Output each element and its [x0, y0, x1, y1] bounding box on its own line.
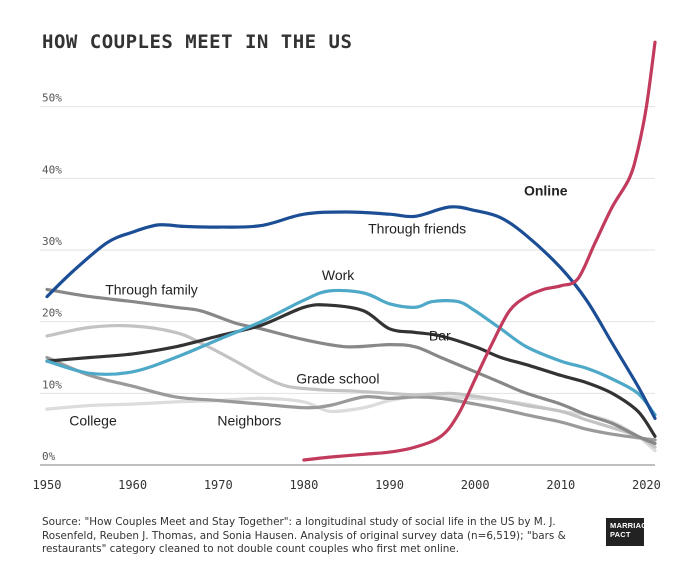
x-tick-label: 2010 [546, 478, 575, 492]
grid-lines [40, 106, 655, 466]
x-tick-label: 2020 [632, 478, 661, 492]
y-tick-label: 30% [42, 235, 62, 248]
y-tick-label: 10% [42, 378, 62, 391]
series-label-online: Online [524, 183, 568, 199]
x-tick-label: 1960 [118, 478, 147, 492]
series-label-neighbors: Neighbors [217, 413, 281, 429]
series-label-college: College [69, 413, 117, 429]
series-line-bar [45, 303, 657, 438]
series-line-work [45, 288, 657, 417]
marriage-pact-logo: MARRIAGE PACT [606, 518, 652, 546]
x-tick-label: 1970 [204, 478, 233, 492]
series-line-through-family [45, 287, 657, 446]
series-label-through-family: Through family [105, 281, 198, 297]
source-note: Source: "How Couples Meet and Stay Toget… [42, 516, 566, 555]
series-label-grade-school: Grade school [296, 370, 379, 386]
series-line-grade-school [45, 323, 657, 449]
y-tick-label: 50% [42, 92, 62, 105]
series-lines [45, 40, 657, 462]
series-line-neighbors [45, 355, 657, 442]
x-tick-label: 2000 [461, 478, 490, 492]
series-label-through-friends: Through friends [368, 221, 466, 237]
line-chart: 0% 10% 20% 30% 40% 50% 1950 1960 1970 1980 1990 20… [33, 40, 661, 492]
x-tick-label: 1990 [375, 478, 404, 492]
series-label-work: Work [322, 267, 355, 283]
series-label-bar: Bar [429, 327, 451, 343]
x-tick-label: 1980 [289, 478, 318, 492]
y-axis-ticks: 0% 10% 20% 30% 40% 50% [42, 92, 62, 463]
series-line-through-friends [45, 205, 657, 420]
y-tick-label: 40% [42, 163, 62, 176]
chart-title: HOW COUPLES MEET IN THE US [42, 31, 353, 53]
x-tick-label: 1950 [33, 478, 62, 492]
series-line-online [302, 40, 657, 462]
y-tick-label: 20% [42, 307, 62, 320]
x-axis-ticks: 1950 1960 1970 1980 1990 2000 2010 2020 [33, 478, 661, 492]
series-labels: Through friends Online Work Bar Through fami… [69, 183, 567, 429]
y-tick-label: 0% [42, 450, 56, 463]
